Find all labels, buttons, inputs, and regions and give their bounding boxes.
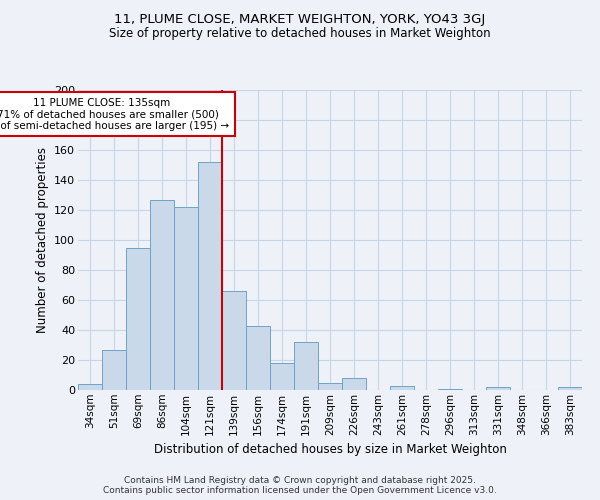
Bar (198, 162, 222, 390)
Bar (174, 207, 198, 390)
Bar (438, 388, 462, 390)
Bar (558, 387, 582, 390)
Bar (270, 363, 294, 390)
Text: 11 PLUME CLOSE: 135sqm
← 71% of detached houses are smaller (500)
28% of semi-de: 11 PLUME CLOSE: 135sqm ← 71% of detached… (0, 98, 230, 130)
Bar (222, 291, 246, 390)
Text: Size of property relative to detached houses in Market Weighton: Size of property relative to detached ho… (109, 28, 491, 40)
Y-axis label: Number of detached properties: Number of detached properties (35, 147, 49, 333)
Bar (294, 342, 318, 390)
Bar (342, 378, 366, 390)
Bar (126, 248, 150, 390)
Bar (318, 382, 342, 390)
Bar (150, 200, 174, 390)
Text: 11, PLUME CLOSE, MARKET WEIGHTON, YORK, YO43 3GJ: 11, PLUME CLOSE, MARKET WEIGHTON, YORK, … (115, 12, 485, 26)
Bar (246, 326, 270, 390)
Bar (486, 387, 510, 390)
Bar (390, 386, 414, 390)
Bar (78, 384, 102, 390)
Text: Contains HM Land Registry data © Crown copyright and database right 2025.
Contai: Contains HM Land Registry data © Crown c… (103, 476, 497, 495)
Bar (102, 350, 126, 390)
X-axis label: Distribution of detached houses by size in Market Weighton: Distribution of detached houses by size … (154, 443, 506, 456)
